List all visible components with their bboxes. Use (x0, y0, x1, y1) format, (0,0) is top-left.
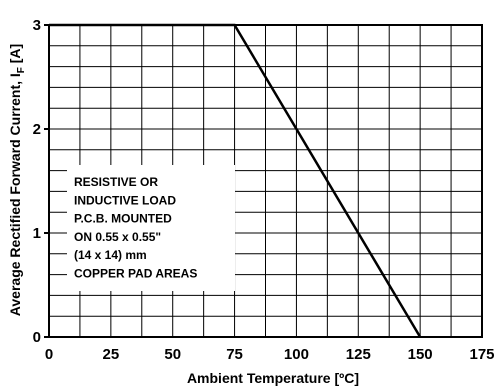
y-tick-label: 3 (33, 17, 41, 34)
x-tick-label: 175 (469, 346, 494, 363)
tick-marks (44, 24, 49, 338)
x-tick-label: 50 (164, 346, 181, 363)
x-tick-label: 0 (45, 346, 53, 363)
annotation-line: (14 x 14) mm (74, 248, 147, 262)
y-axis-label-subscript: F (16, 67, 27, 73)
annotation-line: ON 0.55 x 0.55" (74, 230, 161, 244)
x-tick-labels: 0 25 50 75 100 125 150 175 (45, 346, 495, 363)
y-tick-label: 2 (33, 121, 41, 138)
annotation-line: P.C.B. MOUNTED (74, 212, 172, 226)
y-tick-label: 1 (33, 225, 41, 242)
annotation-line: COPPER PAD AREAS (74, 267, 197, 281)
x-tick-label: 75 (226, 346, 243, 363)
annotation-line: INDUCTIVE LOAD (74, 193, 176, 207)
annotation-line: RESISTIVE OR (74, 175, 158, 189)
series-line (49, 23, 422, 338)
x-tick-label: 150 (408, 346, 433, 363)
y-axis-label-unit: [A] (7, 44, 23, 67)
x-tick-label: 25 (103, 346, 120, 363)
y-axis-label-main: Average Rectified Forward Current, I (7, 73, 23, 316)
annotation-text: RESISTIVE OR INDUCTIVE LOAD P.C.B. MOUNTED… (74, 175, 197, 281)
grid-lines (49, 25, 482, 337)
x-tick-label: 100 (284, 346, 309, 363)
y-tick-label: 0 (33, 329, 41, 346)
y-axis-label: Average Rectified Forward Current, IF [A… (7, 44, 27, 316)
annotation-box (67, 165, 235, 291)
x-axis-label: Ambient Temperature [ºC] (187, 370, 359, 386)
plot-frame (48, 24, 483, 338)
x-tick-label: 125 (346, 346, 371, 363)
y-tick-labels: 0 1 2 3 (33, 17, 41, 346)
